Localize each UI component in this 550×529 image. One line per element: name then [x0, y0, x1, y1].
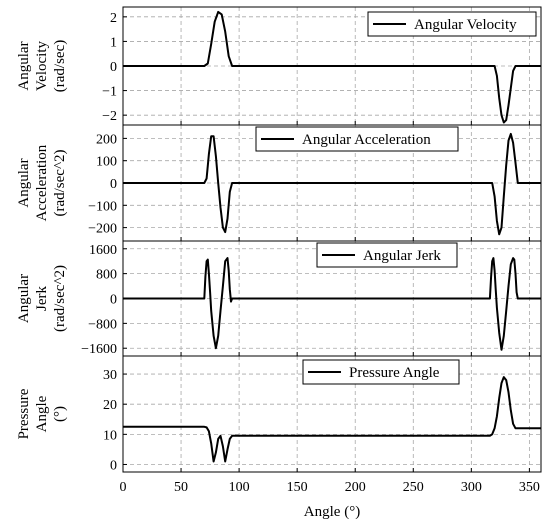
- y-tick-label: 800: [96, 268, 117, 283]
- y-tick-label: −1: [102, 85, 117, 100]
- y-axis-label: Angular: [16, 158, 32, 207]
- legend-label: Angular Acceleration: [302, 132, 431, 148]
- y-tick-label: −2: [102, 109, 117, 124]
- y-axis-label: Acceleration: [34, 144, 50, 221]
- y-tick-label: 0: [110, 293, 117, 308]
- y-tick-label: 0: [110, 60, 117, 75]
- legend: Pressure Angle: [302, 359, 460, 385]
- y-axis-label: Pressure: [16, 388, 32, 439]
- y-axis-label: Velocity: [34, 41, 50, 91]
- y-tick-label: 0: [110, 458, 117, 473]
- y-tick-label: 10: [103, 428, 117, 443]
- y-tick-label: 2: [110, 11, 117, 26]
- series-line: [123, 132, 541, 236]
- y-tick-label: 200: [96, 132, 117, 147]
- y-tick-label: 0: [110, 177, 117, 192]
- legend: Angular Acceleration: [255, 126, 459, 152]
- plot-frame: [122, 355, 542, 473]
- y-axis-label: (rad/sec): [52, 40, 68, 92]
- legend-label: Angular Jerk: [363, 248, 441, 264]
- series-line: [123, 376, 541, 463]
- y-tick-label: 20: [103, 398, 117, 413]
- y-tick-label: −200: [88, 222, 117, 237]
- x-tick-label: 100: [229, 480, 250, 495]
- series-line: [123, 10, 541, 124]
- legend: Angular Jerk: [316, 242, 458, 268]
- y-tick-label: −800: [88, 317, 117, 332]
- legend-label: Pressure Angle: [349, 365, 440, 381]
- y-axis-label: Jerk: [34, 286, 50, 311]
- x-tick-label: 50: [174, 480, 188, 495]
- y-axis-label: (rad/sec^2): [52, 265, 68, 332]
- y-tick-label: 1600: [89, 243, 117, 258]
- series-line: [123, 257, 541, 351]
- y-tick-label: 30: [103, 368, 117, 383]
- x-tick-label: 0: [120, 480, 127, 495]
- y-axis-label: (rad/sec^2): [52, 149, 68, 216]
- panel-2: −200 −100 0 100 200 Angular Acceleration (rad/s…: [16, 124, 542, 242]
- legend-label: Angular Velocity: [414, 17, 517, 33]
- y-axis-label: Angle: [34, 395, 50, 432]
- y-axis-label: (°): [52, 406, 68, 422]
- x-tick-label: 300: [461, 480, 482, 495]
- y-axis-label: Angular: [16, 41, 32, 90]
- legend: Angular Velocity: [367, 11, 537, 37]
- y-tick-label: −1600: [81, 342, 117, 357]
- x-tick-label: 250: [403, 480, 424, 495]
- x-tick-label: 150: [287, 480, 308, 495]
- y-tick-label: 100: [96, 155, 117, 170]
- y-tick-label: 1: [110, 35, 117, 50]
- y-tick-label: −100: [88, 199, 117, 214]
- panel-1: −2 −1 0 1 2 Angular Velocity (rad/sec) Angular V…: [16, 6, 542, 126]
- x-tick-label: 200: [345, 480, 366, 495]
- x-tick-label: 350: [519, 480, 540, 495]
- x-axis-label: Angle (°): [304, 504, 360, 520]
- panel-3: −1600 −800 0 800 1600 Angular Jerk (rad/sec^2) A…: [16, 240, 542, 357]
- y-axis-label: Angular: [16, 274, 32, 323]
